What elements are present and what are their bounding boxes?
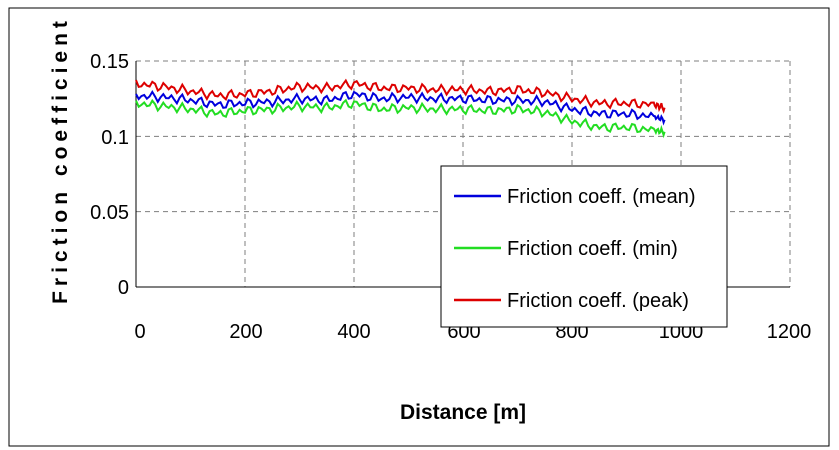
y-tick-label: 0.1 xyxy=(101,127,129,149)
series-line-min xyxy=(135,98,666,139)
x-axis-label: Distance [m] xyxy=(400,401,526,424)
x-tick-label: 0 xyxy=(134,321,145,343)
y-tick-label: 0.15 xyxy=(90,51,129,73)
legend-box xyxy=(440,165,728,328)
legend-label-peak: Friction coeff. (peak) xyxy=(507,290,689,312)
series-line-mean xyxy=(135,89,666,126)
series-line-peak xyxy=(135,78,666,114)
y-tick-label: 0 xyxy=(118,277,129,299)
x-tick-label: 400 xyxy=(337,321,370,343)
series-group xyxy=(135,78,666,139)
legend-label-mean: Friction coeff. (mean) xyxy=(507,186,696,208)
legend-label-min: Friction coeff. (min) xyxy=(507,238,678,260)
x-tick-label: 1200 xyxy=(767,321,812,343)
legend: Friction coeff. (mean) Friction coeff. (… xyxy=(440,165,728,328)
y-axis-label: Friction coefficient xyxy=(49,16,72,304)
x-tick-label: 200 xyxy=(229,321,262,343)
y-tick-label: 0.05 xyxy=(90,202,129,224)
